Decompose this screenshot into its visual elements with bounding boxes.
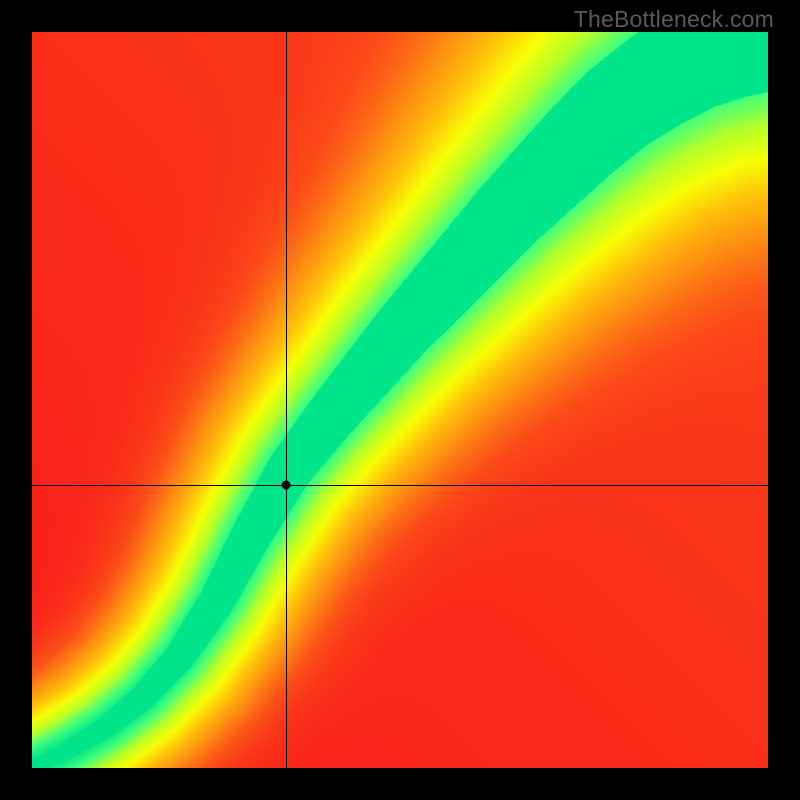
crosshair-marker-dot: [281, 480, 290, 489]
chart-container: TheBottleneck.com: [0, 0, 800, 800]
crosshair-vertical: [286, 32, 287, 768]
heatmap-canvas: [32, 32, 768, 768]
watermark-text: TheBottleneck.com: [574, 6, 774, 33]
crosshair-horizontal: [32, 485, 768, 486]
